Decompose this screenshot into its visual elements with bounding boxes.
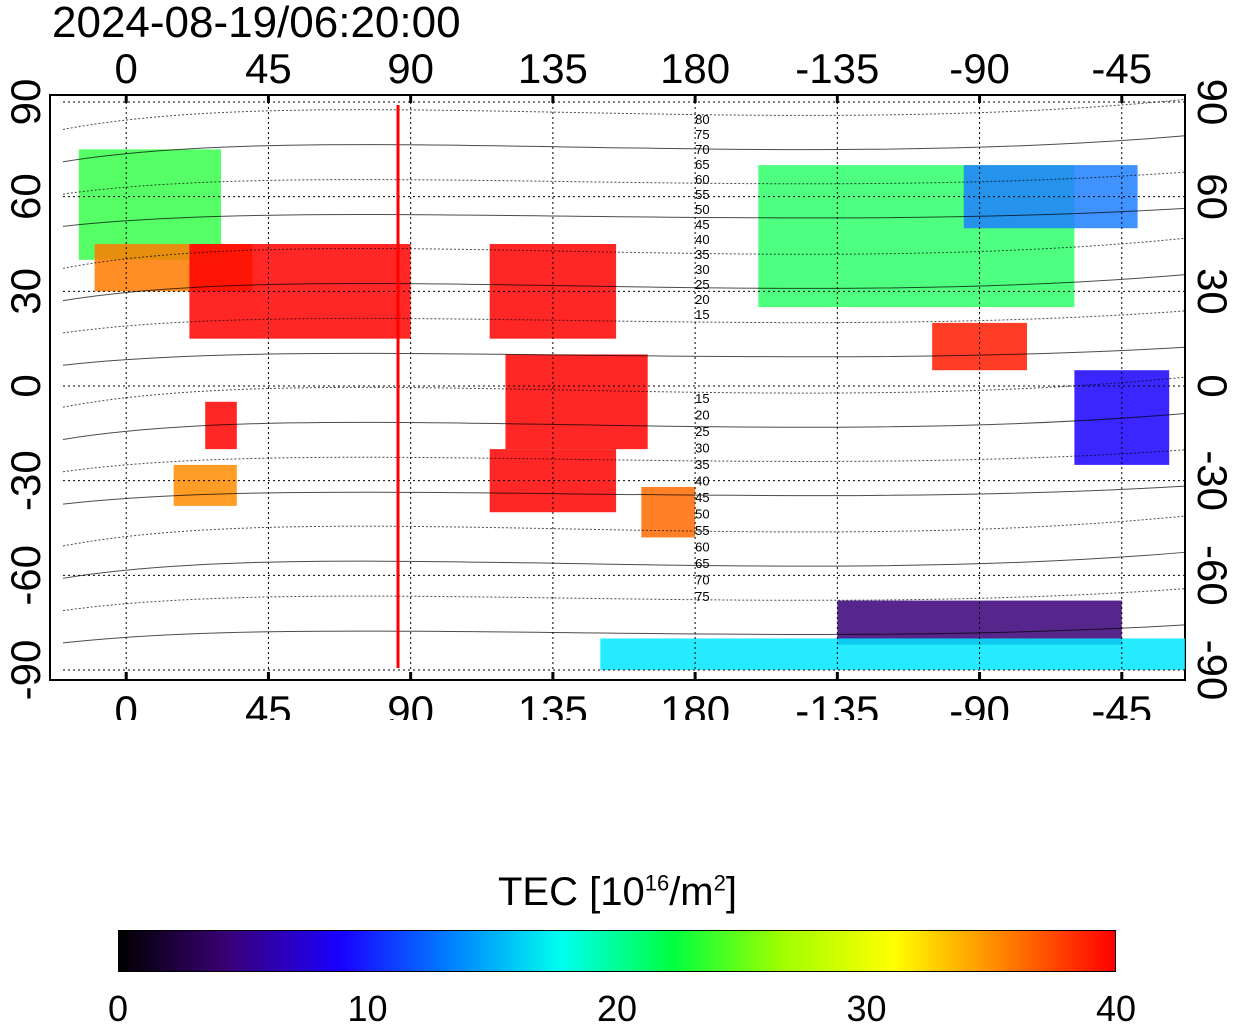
contour-label-south: 70 [695,573,709,588]
contour-label-south: 75 [695,589,709,604]
timestamp-title: 2024-08-19/06:20:00 [52,0,461,47]
contour-line [62,624,1186,644]
x-tick-label-bottom: 135 [518,687,588,720]
x-tick-label-bottom: 180 [660,687,730,720]
x-tick-label-bottom: 90 [387,687,434,720]
contour-label-south: 15 [695,391,709,406]
tec-map: 8075706560555045403530252015152025303540… [2,45,1235,720]
colorbar-tick-label: 30 [846,988,887,1029]
contour-label-north: 80 [695,112,709,127]
contour-label-south: 55 [695,523,709,538]
tec-region-south-africa [173,464,237,506]
x-tick-label-top: 45 [245,45,292,92]
y-tick-label-right: 30 [1189,268,1235,315]
x-tick-label-bottom: -90 [949,687,1010,720]
contour-label-south: 25 [695,424,709,439]
y-tick-label-right: 60 [1189,173,1235,220]
colorbar-tick-label: 20 [596,988,638,1029]
y-tick-label-left: -90 [2,640,49,701]
contour-line [62,310,1186,334]
contour-line [62,98,1186,130]
y-tick-label-right: 0 [1189,374,1235,397]
y-tick-label-left: 90 [2,79,49,126]
contour-line [62,515,1186,547]
y-tick-label-right: -30 [1189,450,1235,511]
contour-line [62,376,1186,408]
x-tick-label-top: -90 [949,45,1010,92]
contour-label-north: 70 [695,142,709,157]
x-tick-label-top: -45 [1091,45,1152,92]
x-tick-label-bottom: 0 [115,687,138,720]
contour-label-north: 45 [695,217,709,232]
colorbar [118,930,1116,972]
contour-line [62,412,1186,440]
contour-label-north: 15 [695,307,709,322]
contour-label-south: 20 [695,408,709,423]
colorbar-title-mid: /m [669,870,714,914]
contour-line [62,551,1186,579]
contour-label-north: 20 [695,292,709,307]
tec-region-north-atlantic-europe [78,149,222,260]
y-tick-label-right: -90 [1189,640,1235,701]
contour-label-south: 60 [695,540,709,555]
colorbar-title-sup2: 2 [713,870,726,896]
contour-label-south: 40 [695,474,709,489]
colorbar-tick-label: 40 [1095,988,1137,1029]
contour-label-south: 45 [695,490,709,505]
x-tick-label-top: 135 [518,45,588,92]
x-tick-label-top: -135 [795,45,879,92]
contour-line [62,485,1186,505]
contour-label-north: 25 [695,277,709,292]
contour-label-north: 75 [695,127,709,142]
contour-label-north: 65 [695,157,709,172]
contour-line [62,135,1186,163]
contour-line [62,237,1186,269]
contour-label-north: 40 [695,232,709,247]
x-tick-label-top: 180 [660,45,730,92]
x-tick-label-bottom: -45 [1091,687,1152,720]
tec-region-middle-east-asia [189,244,411,339]
x-tick-label-bottom: 45 [245,687,292,720]
x-tick-label-top: 90 [387,45,434,92]
contour-line [62,588,1186,612]
contour-label-north: 55 [695,187,709,202]
y-tick-label-left: 60 [2,173,49,220]
tec-region-maritime-continent [505,354,648,450]
colorbar-tick-label: 0 [107,988,129,1029]
x-tick-label-bottom: -135 [795,687,879,720]
colorbar-title: TEC [1016/m2] [0,870,1235,915]
contour-line [62,449,1186,473]
y-tick-label-left: -30 [2,450,49,511]
y-tick-label-right: 90 [1189,79,1235,126]
contour-line [62,346,1186,366]
contour-label-north: 35 [695,247,709,262]
contour-label-south: 35 [695,457,709,472]
contour-label-north: 30 [695,262,709,277]
contour-line [62,171,1186,195]
colorbar-title-prefix: TEC [10 [497,870,645,914]
colorbar-tick-label: 10 [347,988,388,1029]
y-tick-label-left: 30 [2,268,49,315]
y-tick-label-left: -60 [2,545,49,606]
contour-label-north: 60 [695,172,709,187]
contour-label-south: 30 [695,441,709,456]
tec-region-antarctic-band [600,638,1185,670]
x-tick-label-top: 0 [115,45,138,92]
colorbar-title-sup1: 16 [644,870,670,896]
contour-line [62,207,1186,227]
contour-label-south: 50 [695,507,709,522]
contour-label-south: 65 [695,556,709,571]
y-tick-label-right: -60 [1189,545,1235,606]
contour-line [62,274,1186,302]
y-tick-label-left: 0 [2,374,49,397]
colorbar-title-suffix: ] [725,870,737,914]
contour-label-north: 50 [695,202,709,217]
